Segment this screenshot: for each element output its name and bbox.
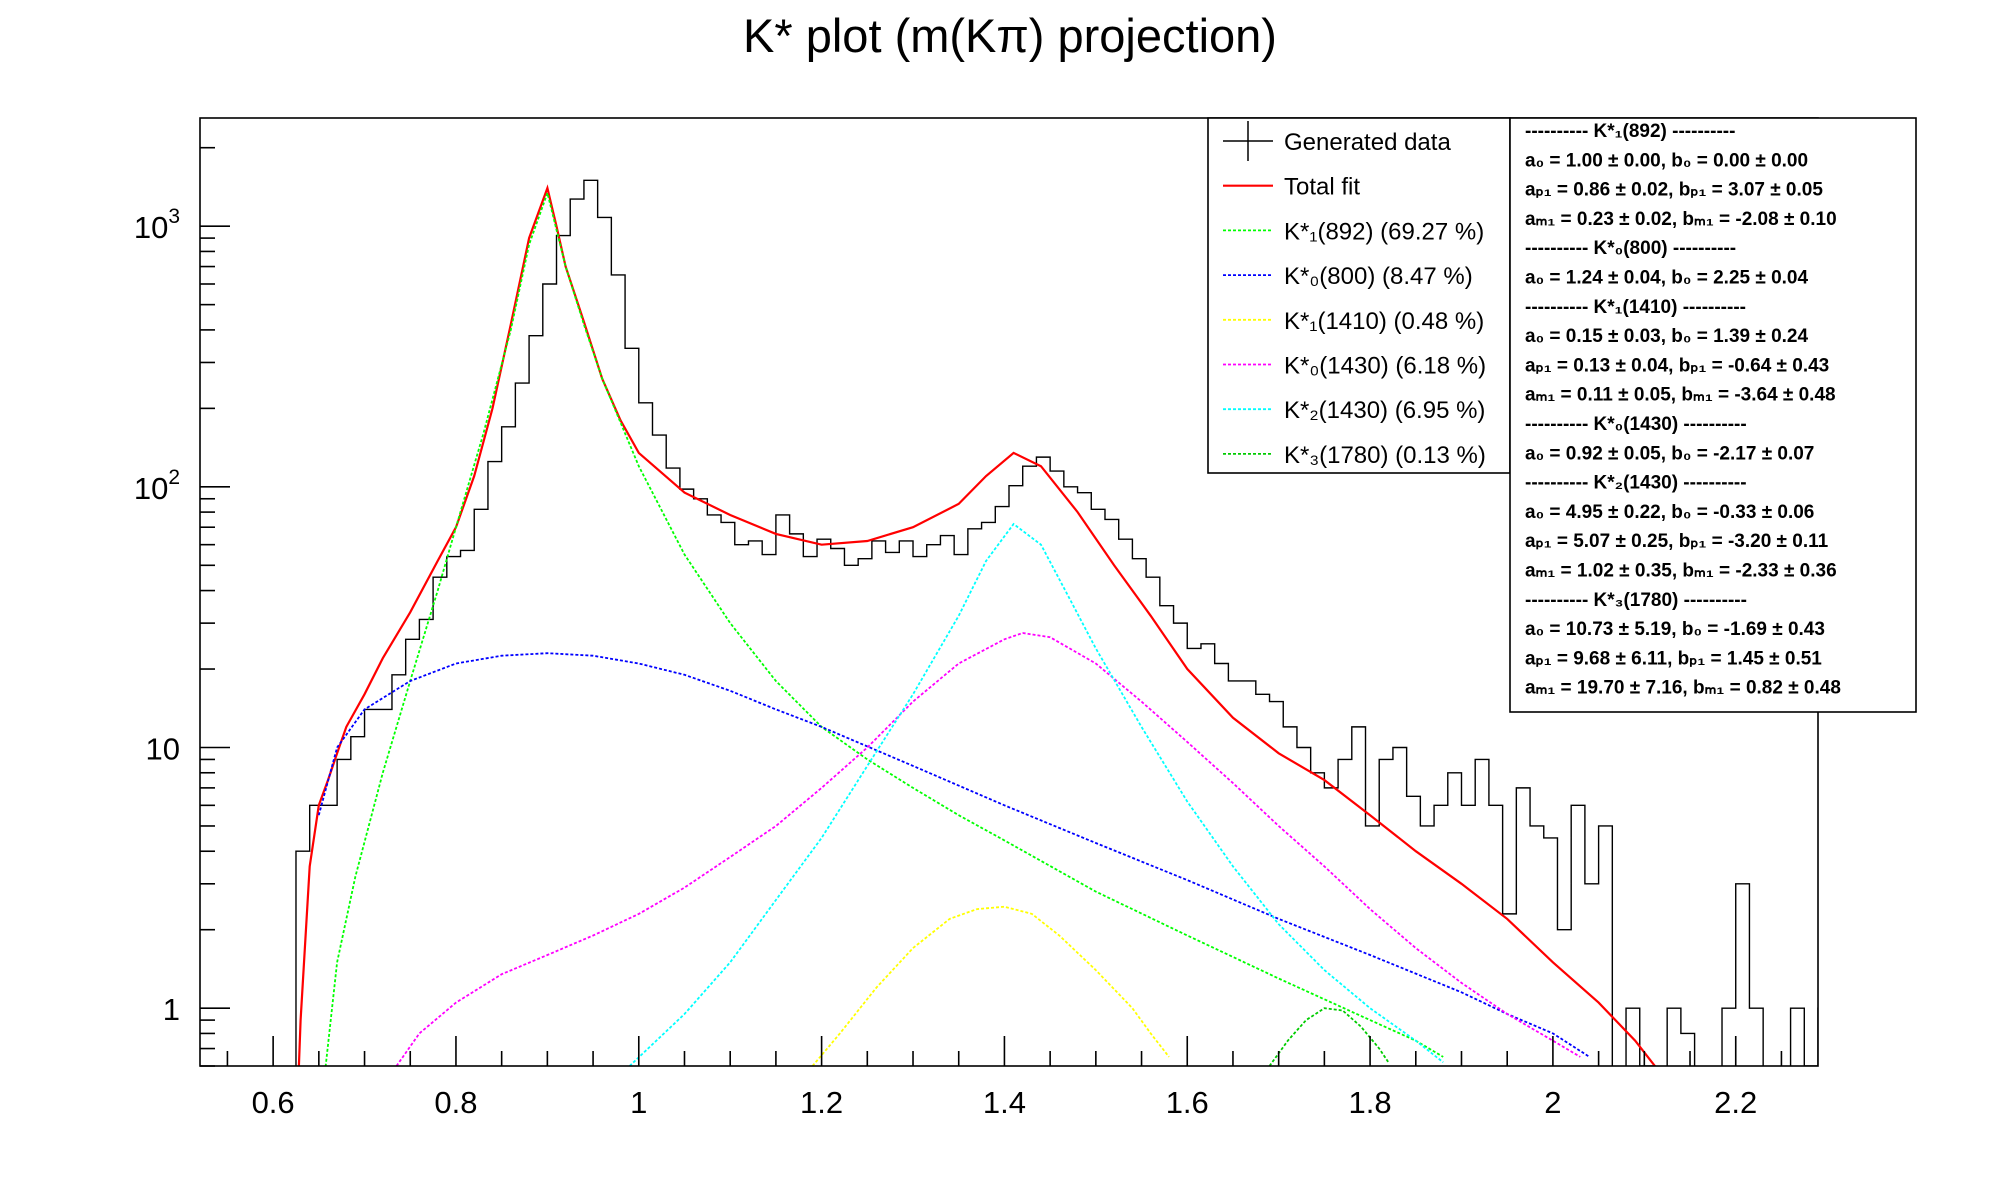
legend-label: K*₂(1430) (6.95 %) (1284, 397, 1485, 424)
total-fit-curve (297, 184, 1657, 1066)
fit-section-header: ---------- K*₃(1780) ---------- (1525, 590, 1747, 611)
legend-label: Generated data (1284, 129, 1451, 156)
y-tick-label: 102 (134, 466, 180, 506)
axes: 0.6 0.8 1 1.2 1.4 1.6 1.8 2 2.2 1 10 102 103 (134, 146, 1783, 1120)
fit-section-header: ---------- K*₁(1410) ---------- (1525, 297, 1746, 318)
component-curve-2 (317, 652, 1590, 1058)
fit-section-header: ---------- K*₀(800) ---------- (1525, 238, 1736, 259)
plot-area (295, 179, 1818, 1066)
y-tick-label: 1 (163, 992, 180, 1027)
fit-parameter-line: a₀ = 4.95 ± 0.22, b₀ = -0.33 ± 0.06 (1525, 502, 1814, 523)
legend-label: K*₁(1410) (0.48 %) (1284, 308, 1484, 335)
fit-parameter-line: aₚ₁ = 0.13 ± 0.04, bₚ₁ = -0.64 ± 0.43 (1525, 355, 1829, 376)
legend-label: K*₀(1430) (6.18 %) (1284, 353, 1486, 380)
x-tick-label: 1 (630, 1085, 647, 1120)
fit-parameters-box: ---------- K*₁(892) ---------- a₀ = 1.00 … (1509, 117, 1917, 713)
x-tick-label: 2.2 (1714, 1085, 1757, 1120)
fit-section-header: ---------- K*₁(892) ---------- (1525, 121, 1735, 142)
x-tick-label: 1.6 (1166, 1085, 1209, 1120)
fit-parameter-line: a₀ = 10.73 ± 5.19, b₀ = -1.69 ± 0.43 (1525, 619, 1825, 640)
fit-parameter-line: aₚ₁ = 0.86 ± 0.02, bₚ₁ = 3.07 ± 0.05 (1525, 180, 1823, 201)
fit-parameter-line: aₚ₁ = 9.68 ± 6.11, bₚ₁ = 1.45 ± 0.51 (1525, 648, 1822, 669)
legend-label: Total fit (1284, 174, 1360, 201)
component-curve-6 (1268, 1007, 1390, 1066)
legend: Generated data Total fit K*₁(892) (69.27 %… (1207, 117, 1511, 474)
fit-parameter-line: a₀ = 0.92 ± 0.05, b₀ = -2.17 ± 0.07 (1525, 443, 1814, 464)
x-tick-label: 2 (1544, 1085, 1561, 1120)
fit-parameter-line: aₘ₁ = 19.70 ± 7.16, bₘ₁ = 0.82 ± 0.48 (1525, 678, 1841, 699)
fit-parameter-line: aₘ₁ = 0.11 ± 0.05, bₘ₁ = -3.64 ± 0.48 (1525, 385, 1836, 406)
fit-parameters-frame (1509, 117, 1917, 713)
x-tick-label: 1.2 (800, 1085, 843, 1120)
legend-box (1207, 117, 1511, 474)
fit-parameter-line: a₀ = 1.24 ± 0.04, b₀ = 2.25 ± 0.04 (1525, 268, 1808, 289)
fit-section-header: ---------- K*₀(1430) ---------- (1525, 414, 1747, 435)
fit-parameter-line: a₀ = 0.15 ± 0.03, b₀ = 1.39 ± 0.24 (1525, 326, 1808, 347)
legend-label: K*₃(1780) (0.13 %) (1284, 442, 1486, 469)
x-tick-label: 1.8 (1349, 1085, 1392, 1120)
x-tick-label: 1.4 (983, 1085, 1026, 1120)
legend-label: K*₀(800) (8.47 %) (1284, 263, 1473, 290)
fit-parameter-line: aₘ₁ = 0.23 ± 0.02, bₘ₁ = -2.08 ± 0.10 (1525, 209, 1837, 230)
component-curve-5 (628, 522, 1444, 1066)
data-histogram (295, 179, 1818, 1066)
component-curve-1 (324, 189, 1444, 1066)
component-curve-3 (811, 905, 1170, 1066)
fit-parameter-line: aₚ₁ = 5.07 ± 0.25, bₚ₁ = -3.20 ± 0.11 (1525, 531, 1829, 552)
legend-label: K*₁(892) (69.27 %) (1284, 218, 1484, 245)
y-tick-label: 103 (134, 205, 180, 245)
x-tick-label: 0.8 (434, 1085, 477, 1120)
fit-parameter-line: aₘ₁ = 1.02 ± 0.35, bₘ₁ = -2.33 ± 0.36 (1525, 561, 1837, 582)
x-tick-label: 0.6 (252, 1085, 295, 1120)
y-tick-label: 10 (146, 732, 180, 767)
fit-section-header: ---------- K*₂(1430) ---------- (1525, 473, 1747, 494)
component-curve-4 (395, 632, 1581, 1066)
fit-parameter-line: a₀ = 1.00 ± 0.00, b₀ = 0.00 ± 0.00 (1525, 150, 1808, 171)
chart-title: K* plot (m(Kπ) projection) (743, 9, 1277, 62)
